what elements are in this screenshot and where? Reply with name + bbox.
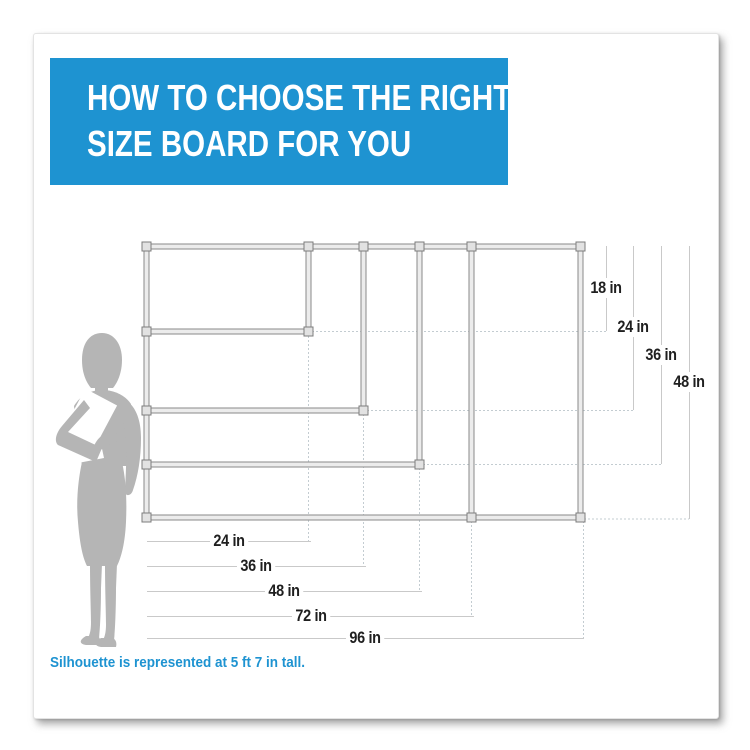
width-dim-label: 24 in [209, 531, 249, 551]
frame-corner [466, 512, 477, 523]
frame-bar [416, 243, 423, 468]
frame-bar [143, 461, 423, 468]
height-dim-label: 24 in [613, 317, 653, 337]
frame-bar [143, 514, 584, 521]
silhouette-hand [94, 432, 120, 453]
frame-corner [575, 512, 586, 523]
silhouette-head [82, 333, 122, 388]
person-silhouette [55, 333, 141, 647]
frame-corner [141, 405, 152, 416]
silhouette-right-foot [95, 638, 117, 647]
frame-bar [577, 243, 584, 521]
frame-bar [143, 243, 150, 521]
frame-corner [466, 241, 477, 252]
frame-corner [141, 459, 152, 470]
page-title-line2: SIZE BOARD FOR YOU [87, 123, 412, 164]
width-dim-label: 96 in [345, 628, 385, 648]
frame-bar [143, 328, 312, 335]
frame-bar [360, 243, 367, 414]
width-dim-label: 48 in [264, 581, 304, 601]
height-dim-label: 48 in [669, 372, 709, 392]
frame-corner [414, 241, 425, 252]
frame-corner [414, 459, 425, 470]
silhouette-note: Silhouette is represented at 5 ft 7 in t… [50, 654, 306, 671]
frame-bar [468, 243, 475, 521]
frame-bar [305, 243, 312, 335]
silhouette-skirt [77, 462, 127, 566]
frame-corner [303, 326, 314, 337]
header-banner: HOW TO CHOOSE THE RIGHT SIZE BOARD FOR Y… [50, 58, 511, 185]
silhouette-right-arm [115, 400, 141, 496]
frame-corner [358, 405, 369, 416]
silhouette-right-leg [103, 564, 117, 640]
height-dim-label: 18 in [586, 278, 626, 298]
frame-corner [141, 326, 152, 337]
frame-corner [141, 512, 152, 523]
silhouette-left-arm [55, 400, 102, 462]
frame-corner [141, 241, 152, 252]
silhouette-left-leg [88, 564, 102, 638]
height-dim-label: 36 in [641, 345, 681, 365]
width-dim-label: 72 in [291, 606, 331, 626]
frame-corner [303, 241, 314, 252]
frame-corner-blocks [141, 241, 586, 523]
frame-corner [575, 241, 586, 252]
frame-corner [358, 241, 369, 252]
width-dim-label: 36 in [236, 556, 276, 576]
frame-bar [143, 407, 367, 414]
silhouette-left-foot [80, 636, 101, 645]
